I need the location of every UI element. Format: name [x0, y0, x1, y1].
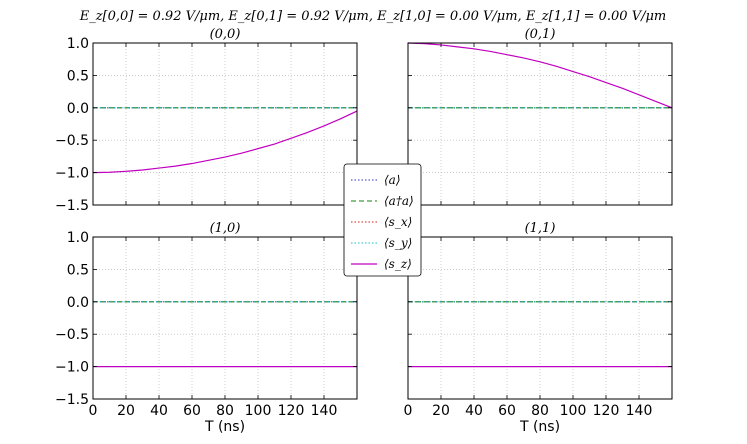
subplot-title: (1,1): [525, 221, 556, 236]
legend-box: [343, 163, 422, 277]
legend-label-s-x: ⟨s_x⟩: [384, 215, 412, 229]
subplot-1: (0,1): [407, 27, 673, 206]
x-tick-label: 120: [593, 403, 620, 419]
subplot-0: (0,0) 1.0 0.5 0.0 −0.5 −1.0 −1.5: [55, 27, 358, 214]
y-tick-label: 0.5: [67, 68, 89, 84]
x-tick-label: 0: [89, 403, 98, 419]
legend-label-a-a: ⟨a†a⟩: [384, 194, 414, 208]
subplot-title: (0,0): [210, 27, 241, 42]
y-tick-label: 0.0: [67, 101, 89, 117]
y-tick-label: −1.5: [55, 392, 89, 408]
x-tick-label: 140: [311, 403, 338, 419]
figure-title: E_z[0,0] = 0.92 V/μm, E_z[0,1] = 0.92 V/…: [79, 9, 667, 24]
legend-label-s-z: ⟨s_z⟩: [384, 257, 412, 271]
subplot-title: (0,1): [525, 27, 556, 42]
x-tick-label: 20: [432, 403, 450, 419]
y-tick-label: 1.0: [67, 230, 89, 246]
y-tick-label: 1.0: [67, 36, 89, 52]
x-tick-label: 20: [117, 403, 135, 419]
x-tick-label: 80: [531, 403, 549, 419]
x-axis-label: T (ns): [204, 419, 245, 435]
subplot-3: (1,1) 0 20 40 60 80 100 120 140 T (ns): [404, 221, 673, 435]
x-tick-label: 100: [245, 403, 272, 419]
y-tick-label: −0.5: [55, 327, 89, 343]
legend-label-s-y: ⟨s_y⟩: [384, 236, 412, 250]
x-tick-label: 60: [498, 403, 516, 419]
x-tick-label: 60: [183, 403, 201, 419]
series-line-s-z: [92, 110, 358, 174]
y-tick-label: −1.5: [55, 198, 89, 214]
series-line-s-z: [407, 42, 673, 109]
legend-label-a: ⟨a⟩: [384, 173, 401, 187]
x-tick-label: 80: [216, 403, 234, 419]
x-axis-label: T (ns): [519, 419, 560, 435]
y-tick-label: 0.5: [67, 262, 89, 278]
x-tick-label: 0: [404, 403, 413, 419]
x-tick-label: 40: [465, 403, 483, 419]
x-tick-label: 140: [626, 403, 653, 419]
x-tick-label: 40: [150, 403, 168, 419]
x-tick-label: 120: [278, 403, 305, 419]
y-tick-label: −1.0: [55, 360, 89, 376]
subplot-title: (1,0): [210, 221, 241, 236]
subplot-2: (1,0) 1.0 0.5 0.0 −0.5 −1.0 −1.50 20 40 60 80 100 12…: [55, 221, 358, 435]
y-tick-label: 0.0: [67, 295, 89, 311]
y-tick-label: −0.5: [55, 133, 89, 149]
subplots: (0,0) 1.0 0.5 0.0 −0.5 −1.0 −1.5 (0,1) (1,0) 1.0 0…: [55, 27, 673, 435]
x-tick-label: 100: [560, 403, 587, 419]
y-tick-label: −1.0: [55, 166, 89, 182]
legend: ⟨a⟩ ⟨a†a⟩ ⟨s_x⟩ ⟨s_y⟩ ⟨s_z⟩: [343, 163, 422, 277]
